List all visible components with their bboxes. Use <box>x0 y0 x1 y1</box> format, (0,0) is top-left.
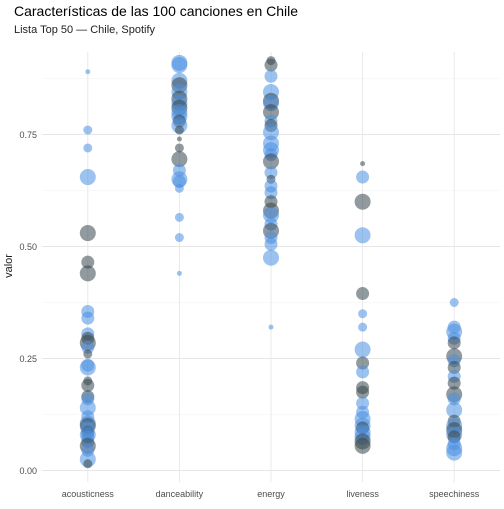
data-point-speechiness <box>447 376 461 390</box>
data-point-acousticness <box>81 311 95 325</box>
data-point-acousticness <box>85 69 91 75</box>
data-point-liveness <box>358 322 368 332</box>
data-point-speechiness <box>446 402 463 419</box>
data-point-danceability <box>171 151 188 168</box>
data-point-energy <box>263 249 279 266</box>
data-point-liveness <box>356 287 370 301</box>
data-point-speechiness <box>446 444 463 461</box>
data-point-danceability <box>174 125 184 135</box>
data-point-danceability <box>174 143 184 153</box>
axis-layer: 0.00 0.25 0.50 0.75 acousticness danceability… <box>19 130 479 499</box>
x-tick-label: speechiness <box>429 489 480 499</box>
points-layer <box>79 54 463 469</box>
data-point-liveness <box>358 309 368 319</box>
data-point-danceability <box>171 57 188 74</box>
data-point-acousticness <box>83 459 93 469</box>
data-point-acousticness <box>79 225 96 242</box>
chart-title: Características de las 100 canciones en … <box>14 3 298 19</box>
data-point-danceability <box>176 136 182 142</box>
data-point-liveness <box>356 396 370 410</box>
data-point-acousticness <box>83 143 93 153</box>
data-point-liveness <box>356 365 370 379</box>
data-point-danceability <box>174 212 184 222</box>
data-point-liveness <box>354 227 371 244</box>
x-tick-label: energy <box>257 489 285 499</box>
data-point-energy <box>264 69 278 83</box>
data-point-acousticness <box>83 349 93 359</box>
data-point-acousticness <box>79 169 96 186</box>
x-tick-label: danceability <box>156 489 204 499</box>
data-point-liveness <box>354 193 371 210</box>
data-point-energy <box>264 237 278 251</box>
y-tick-label: 0.50 <box>19 242 37 252</box>
data-point-energy <box>264 58 278 72</box>
data-point-liveness <box>356 356 370 370</box>
x-tick-label: liveness <box>346 489 379 499</box>
y-tick-label: 0.00 <box>19 466 37 476</box>
y-tick-label: 0.25 <box>19 354 37 364</box>
data-point-acousticness <box>79 265 96 282</box>
chart-subtitle: Lista Top 50 — Chile, Spotify <box>14 24 156 36</box>
data-point-acousticness <box>83 125 93 135</box>
data-point-danceability <box>174 183 184 193</box>
data-point-acousticness <box>81 255 95 269</box>
x-tick-label: acousticness <box>62 489 115 499</box>
data-point-energy <box>264 186 278 200</box>
data-point-acousticness <box>81 378 95 392</box>
data-point-energy <box>263 124 279 141</box>
data-point-speechiness <box>447 392 461 406</box>
data-point-energy <box>268 324 274 330</box>
data-point-liveness <box>356 385 370 399</box>
data-point-energy <box>263 153 279 170</box>
data-point-speechiness <box>447 360 461 374</box>
data-point-danceability <box>176 270 182 276</box>
data-point-speechiness <box>447 336 461 350</box>
data-point-liveness <box>354 437 371 454</box>
y-axis-label: valor <box>3 254 15 278</box>
data-point-danceability <box>174 233 184 243</box>
data-point-liveness <box>354 341 371 358</box>
data-point-acousticness <box>81 340 95 354</box>
data-point-danceability <box>172 175 186 189</box>
data-point-energy <box>264 166 278 180</box>
data-point-speechiness <box>449 298 459 307</box>
data-point-acousticness <box>79 359 96 376</box>
y-tick-label: 0.75 <box>19 130 37 140</box>
data-point-liveness <box>356 170 370 184</box>
data-point-liveness <box>360 161 366 167</box>
